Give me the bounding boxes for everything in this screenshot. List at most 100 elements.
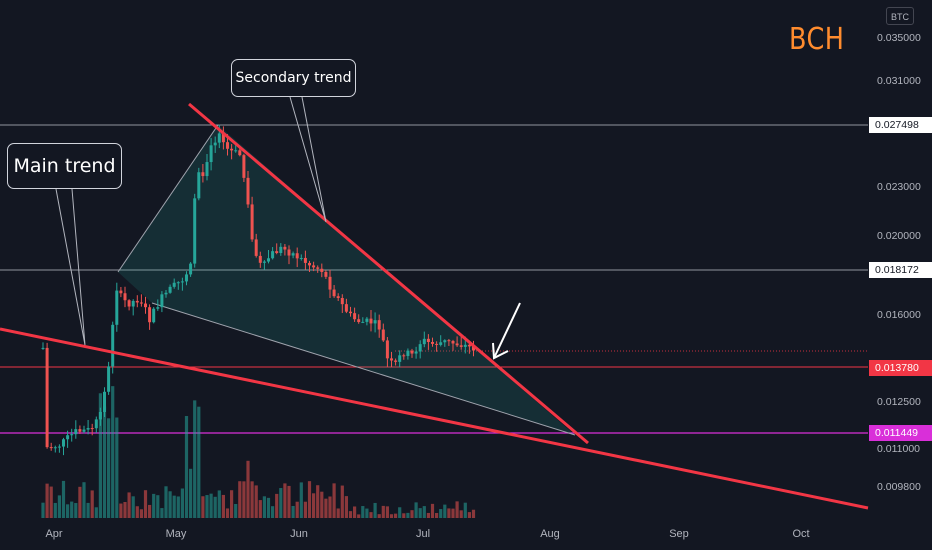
candle-body bbox=[90, 428, 94, 430]
candle-body bbox=[472, 346, 475, 351]
volume-bar bbox=[394, 513, 398, 518]
candle-body bbox=[451, 341, 455, 344]
volume-bar bbox=[98, 393, 102, 518]
candle-body bbox=[340, 297, 344, 305]
arrow-shaft bbox=[493, 302, 521, 359]
candle-body bbox=[443, 340, 447, 343]
candle-body bbox=[144, 303, 147, 308]
volume-bar bbox=[74, 503, 78, 518]
falling-wedge-pattern bbox=[117, 124, 576, 436]
candle-body bbox=[221, 133, 225, 143]
x-tick-label: Oct bbox=[792, 528, 810, 540]
candle-body bbox=[447, 340, 451, 342]
trend-lines bbox=[0, 96, 869, 510]
candle-body bbox=[463, 344, 467, 347]
candle-body bbox=[410, 350, 414, 354]
candle-body bbox=[131, 300, 135, 307]
candle-body bbox=[365, 318, 369, 322]
y-tick-label: 0.011000 bbox=[877, 443, 921, 455]
volume-bar bbox=[398, 507, 402, 518]
candle-body bbox=[320, 268, 324, 272]
candle-body bbox=[455, 343, 459, 346]
candle-body bbox=[86, 428, 90, 430]
volume-bar bbox=[176, 496, 180, 518]
candle-body bbox=[127, 300, 131, 307]
candle-body bbox=[135, 300, 139, 303]
candle-body bbox=[459, 345, 463, 347]
candle-body bbox=[49, 447, 53, 449]
candle-body bbox=[185, 274, 188, 282]
symbol-label: BCH bbox=[789, 22, 845, 57]
candle-body bbox=[262, 261, 266, 263]
volume-bar bbox=[385, 506, 389, 518]
volume-bar bbox=[230, 490, 234, 518]
volume-bar bbox=[414, 502, 418, 518]
candle-body bbox=[82, 429, 86, 432]
candle-body bbox=[328, 276, 332, 290]
wedge-lower-edge bbox=[151, 302, 576, 436]
candle-body bbox=[238, 150, 242, 156]
candle-body bbox=[103, 391, 106, 413]
candle-body bbox=[312, 265, 316, 268]
volume-bar bbox=[291, 505, 295, 518]
candle-body bbox=[422, 338, 426, 345]
volume-bar bbox=[332, 483, 336, 518]
volume-bar bbox=[266, 497, 271, 518]
candle-body bbox=[94, 419, 98, 429]
y-tick-label: 0.009800 bbox=[877, 481, 921, 493]
volume-bar bbox=[430, 503, 435, 518]
candle-body bbox=[291, 253, 295, 256]
candle-body bbox=[115, 290, 119, 325]
volume-bar bbox=[164, 486, 168, 518]
wedge-left-edge bbox=[117, 124, 219, 273]
volume-bar bbox=[246, 460, 250, 518]
candle-body bbox=[45, 347, 49, 448]
volume-bar bbox=[258, 500, 262, 518]
volume-bar bbox=[443, 504, 447, 518]
secondary-trend-callout[interactable]: Secondary trend bbox=[231, 59, 356, 97]
candle-body bbox=[426, 338, 430, 342]
volume-bar bbox=[66, 504, 70, 518]
candle-body bbox=[164, 292, 168, 295]
price-tag-0018172: 0.018172 bbox=[869, 262, 932, 278]
candle-body bbox=[66, 435, 70, 440]
volume-bar bbox=[225, 508, 230, 518]
candle-body bbox=[324, 271, 328, 277]
volume-bar bbox=[426, 512, 430, 518]
y-tick-label: 0.020000 bbox=[877, 230, 921, 242]
volume-bar bbox=[336, 508, 340, 518]
candle-body bbox=[123, 293, 127, 301]
candle-body bbox=[299, 257, 303, 259]
secondary-trend-pointer bbox=[289, 96, 327, 223]
volume-bar bbox=[418, 508, 422, 518]
volume-bar bbox=[152, 493, 156, 518]
volume-bar bbox=[328, 496, 332, 518]
volume-bar bbox=[205, 495, 209, 518]
volume-bar bbox=[410, 510, 414, 518]
volume-bar bbox=[279, 488, 283, 518]
main-trend-callout[interactable]: Main trend bbox=[7, 143, 122, 189]
volume-bar bbox=[102, 406, 107, 518]
volume-bar bbox=[344, 496, 348, 518]
y-tick-label: 0.035000 bbox=[877, 32, 921, 44]
price-tag-0027498: 0.027498 bbox=[869, 117, 932, 133]
volume-bar bbox=[184, 416, 189, 518]
candle-body bbox=[226, 142, 229, 149]
volume-bar bbox=[275, 493, 279, 518]
volume-bar bbox=[221, 494, 225, 518]
x-tick-label: Jun bbox=[290, 528, 308, 540]
candle-body bbox=[250, 204, 254, 240]
candle-body bbox=[119, 290, 123, 294]
candle-body bbox=[287, 249, 291, 256]
volume-bar bbox=[320, 491, 324, 518]
candle-body bbox=[357, 319, 361, 323]
volume-bar bbox=[90, 490, 94, 518]
volume-bar bbox=[242, 481, 246, 518]
volume-bar bbox=[111, 386, 115, 518]
price-tag-0013780: 0.013780 bbox=[869, 360, 932, 376]
currency-badge[interactable]: BTC bbox=[886, 7, 914, 25]
candle-body bbox=[406, 350, 410, 356]
candle-body bbox=[308, 262, 311, 266]
